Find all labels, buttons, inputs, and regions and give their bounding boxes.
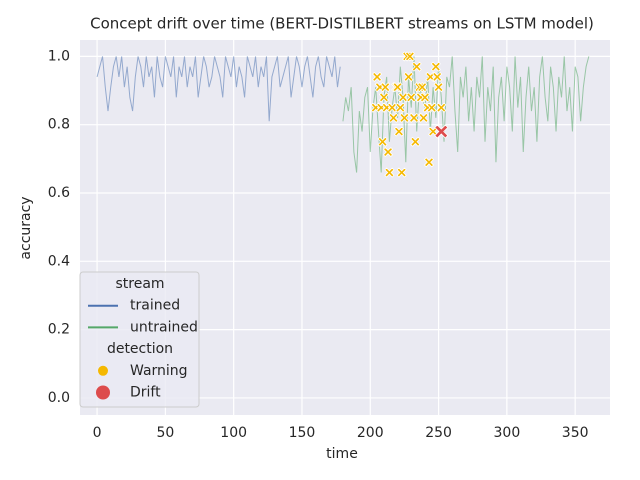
detection-marker	[388, 112, 399, 123]
labels: 0 50 100 150 200 250 300 350 0.0 0.2 0.4 0.6 0.8 1.0	[48, 48, 589, 441]
detection-marker	[378, 92, 389, 103]
x-tick-label: 50	[156, 425, 174, 441]
detection-marker	[372, 71, 383, 82]
detection-marker	[430, 61, 441, 72]
plot	[96, 51, 590, 178]
x-tick-label: 300	[494, 425, 521, 441]
y-tick-label: 0.8	[48, 117, 70, 133]
legend-label: Warning	[130, 363, 188, 379]
legend-label: Drift	[130, 385, 161, 401]
y-axis-label: accuracy	[18, 196, 34, 259]
x-tick-label: 100	[220, 425, 247, 441]
x-tick-label: 150	[289, 425, 316, 441]
detection-marker	[410, 136, 421, 147]
y-tick-label: 0.4	[48, 253, 70, 269]
legend-marker	[96, 385, 110, 400]
legend-label: trained	[130, 298, 180, 314]
legend-marker	[98, 365, 108, 376]
x-axis-label: time	[326, 446, 358, 462]
x-tick-label: 250	[425, 425, 452, 441]
detection-marker	[382, 146, 394, 158]
y-tick-label: 0.0	[48, 390, 70, 406]
detection-marker	[432, 71, 443, 82]
y-tick-label: 1.0	[48, 48, 70, 64]
series-line	[96, 56, 341, 122]
legend: stream trained untrained detection Warning Dr…	[79, 271, 200, 408]
detection-marker	[434, 124, 449, 139]
detection-marker	[417, 82, 428, 93]
x-tick-label: 350	[562, 425, 589, 441]
detection-marker	[380, 82, 391, 93]
detection-marker	[392, 82, 403, 93]
detection-marker	[384, 167, 395, 178]
detection-marker	[433, 82, 444, 93]
detection-marker	[404, 51, 415, 62]
detection-marker	[419, 92, 430, 103]
legend-title: stream	[115, 276, 164, 292]
detection-marker	[396, 167, 407, 178]
y-tick-label: 0.6	[48, 185, 70, 201]
legend-title: detection	[107, 341, 173, 357]
detection-marker	[377, 136, 388, 147]
detection-marker	[418, 112, 429, 123]
y-tick-label: 0.2	[48, 322, 70, 338]
detection-marker	[393, 126, 405, 137]
legend-label: untrained	[130, 319, 198, 335]
detection-marker	[411, 61, 422, 72]
x-tick-label: 200	[357, 425, 384, 441]
detection-marker	[423, 157, 435, 168]
detection-marker	[436, 102, 447, 113]
detection-marker	[403, 71, 414, 82]
detection-marker	[395, 102, 406, 113]
x-tick-label: 0	[93, 425, 102, 441]
chart-title: Concept drift over time (BERT-DISTILBERT…	[90, 15, 594, 33]
